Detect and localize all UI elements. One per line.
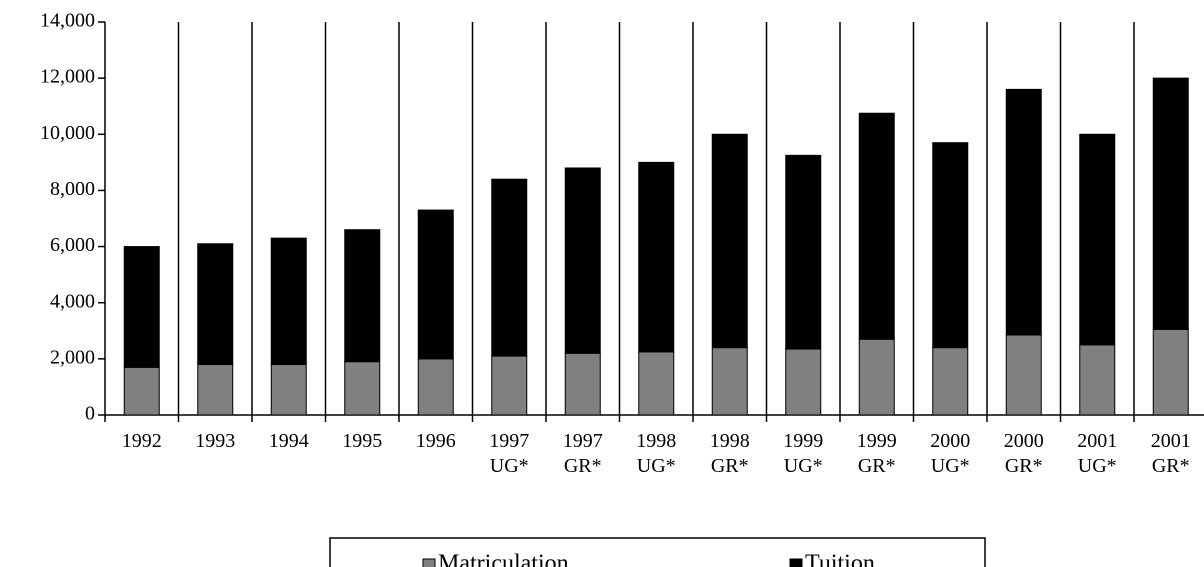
bar-segment [858, 112, 895, 340]
legend-label: Matriculation [438, 551, 569, 567]
x-tick-label: 2000 UG* [930, 430, 970, 477]
bar-segment [417, 209, 454, 360]
x-tick-label: 1997 UG* [489, 430, 529, 477]
bar-segment [1005, 88, 1042, 336]
x-tick-label: 2001 UG* [1077, 430, 1117, 477]
y-tick-label: 2,000 [50, 346, 95, 368]
bar-segment [932, 347, 969, 416]
x-tick-label: 1993 [195, 430, 235, 452]
bar-segment [785, 154, 822, 350]
y-tick-label: 12,000 [40, 66, 95, 88]
x-tick-label: 1999 GR* [857, 430, 897, 477]
bar-segment [344, 229, 381, 363]
bar-segment [638, 351, 675, 416]
y-tick-label: 4,000 [50, 290, 95, 312]
legend-swatch [789, 558, 803, 567]
bar-segment [417, 358, 454, 416]
bar-segment [1152, 328, 1189, 416]
bar-segment [1079, 133, 1116, 346]
bar-segment [1152, 77, 1189, 330]
x-tick-label: 1995 [342, 430, 382, 452]
y-tick-label: 0 [85, 403, 95, 425]
bar-segment [858, 338, 895, 416]
legend-swatch [422, 558, 436, 567]
bar-segment [564, 352, 601, 416]
x-tick-label: 1998 UG* [636, 430, 676, 477]
bar-segment [711, 133, 748, 349]
legend-label: Tuition [805, 551, 875, 567]
bar-segment [1079, 344, 1116, 416]
x-tick-label: 2001 GR* [1151, 430, 1191, 477]
y-tick-label: 14,000 [40, 10, 95, 32]
bar-segment [711, 347, 748, 416]
bar-segment [785, 348, 822, 416]
legend-box [329, 537, 986, 567]
bar-segment [344, 361, 381, 416]
y-tick-label: 6,000 [50, 234, 95, 256]
x-tick-label: 1998 GR* [710, 430, 750, 477]
bar-segment [932, 142, 969, 349]
x-tick-label: 1994 [269, 430, 309, 452]
bar-segment [491, 178, 528, 357]
x-tick-label: 1999 UG* [783, 430, 823, 477]
bar-segment [123, 246, 160, 368]
y-tick-label: 10,000 [40, 122, 95, 144]
x-tick-label: 2000 GR* [1004, 430, 1044, 477]
bar-segment [638, 161, 675, 353]
bar-segment [270, 237, 307, 365]
bar-segment [197, 363, 234, 416]
x-tick-label: 1997 GR* [563, 430, 603, 477]
bar-segment [491, 355, 528, 416]
bar-segment [270, 363, 307, 416]
bar-segment [123, 366, 160, 416]
y-tick-label: 8,000 [50, 178, 95, 200]
bar-segment [197, 243, 234, 365]
x-tick-label: 1992 [122, 430, 162, 452]
x-tick-label: 1996 [416, 430, 456, 452]
bar-segment [1005, 334, 1042, 416]
bar-segment [564, 167, 601, 354]
